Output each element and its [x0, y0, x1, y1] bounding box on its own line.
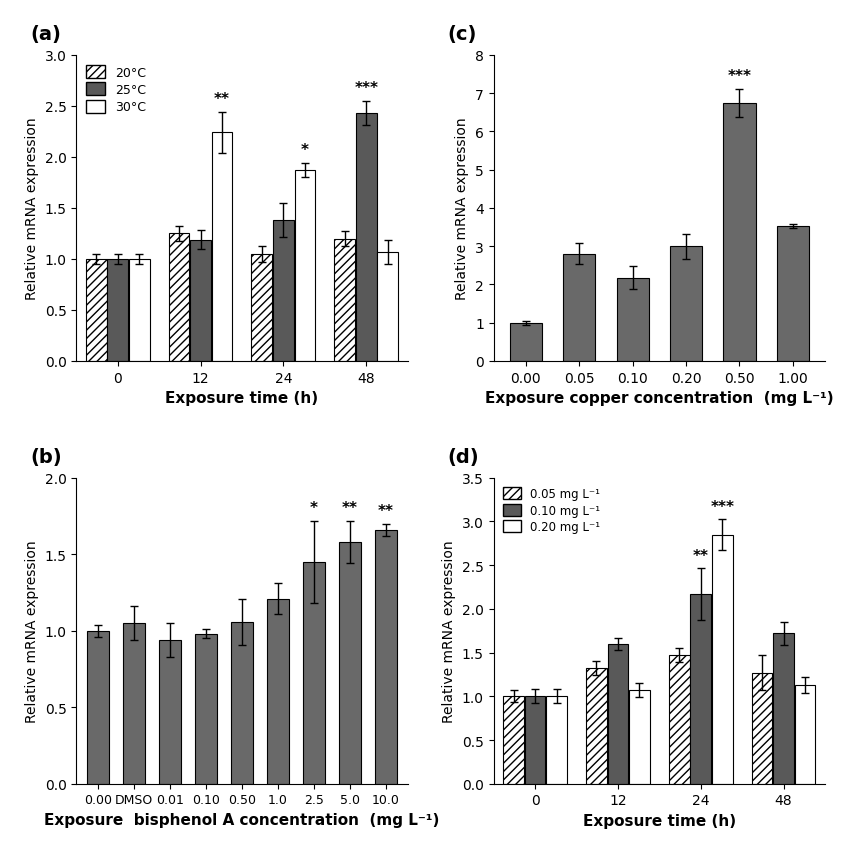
Bar — [212, 133, 232, 362]
Text: **: ** — [378, 503, 394, 518]
Bar — [267, 599, 289, 784]
Legend: 0.05 mg L⁻¹, 0.10 mg L⁻¹, 0.20 mg L⁻¹: 0.05 mg L⁻¹, 0.10 mg L⁻¹, 0.20 mg L⁻¹ — [500, 485, 604, 537]
Y-axis label: Relative mRNA expression: Relative mRNA expression — [25, 540, 39, 722]
Bar — [670, 247, 702, 362]
Bar — [712, 535, 733, 784]
X-axis label: Exposure time (h): Exposure time (h) — [583, 813, 736, 828]
X-axis label: Exposure copper concentration  (mg L⁻¹): Exposure copper concentration (mg L⁻¹) — [485, 391, 834, 406]
Bar — [503, 697, 524, 784]
Text: ***: *** — [354, 81, 378, 96]
Bar — [295, 171, 315, 362]
Text: (b): (b) — [30, 447, 61, 466]
Bar — [190, 241, 211, 362]
Text: *: * — [310, 500, 318, 515]
Bar — [356, 114, 377, 362]
X-axis label: Exposure time (h): Exposure time (h) — [166, 391, 319, 406]
Bar — [524, 697, 546, 784]
Bar — [774, 634, 794, 784]
Bar — [669, 655, 689, 784]
Bar — [547, 697, 567, 784]
Text: **: ** — [342, 500, 358, 515]
Bar — [339, 543, 360, 784]
X-axis label: Exposure  bisphenol A concentration  (mg L⁻¹): Exposure bisphenol A concentration (mg L… — [44, 812, 439, 827]
Bar — [690, 595, 711, 784]
Text: *: * — [301, 142, 309, 158]
Bar — [123, 624, 144, 784]
Bar — [87, 631, 109, 784]
Bar — [273, 221, 294, 362]
Text: (d): (d) — [447, 447, 479, 466]
Bar — [795, 685, 815, 784]
Bar — [608, 644, 628, 784]
Bar — [107, 259, 128, 362]
Bar — [252, 254, 272, 362]
Y-axis label: Relative mRNA expression: Relative mRNA expression — [442, 540, 456, 722]
Bar — [586, 669, 607, 784]
Bar — [563, 254, 595, 362]
Text: (c): (c) — [447, 25, 477, 44]
Bar — [629, 690, 649, 784]
Text: (a): (a) — [30, 25, 60, 44]
Bar — [777, 227, 809, 362]
Bar — [86, 259, 106, 362]
Bar — [159, 641, 181, 784]
Bar — [377, 252, 398, 362]
Bar — [231, 622, 252, 784]
Text: ***: *** — [728, 69, 751, 84]
Text: **: ** — [214, 92, 230, 107]
Bar — [168, 234, 190, 362]
Bar — [616, 278, 649, 362]
Bar — [303, 562, 325, 784]
Bar — [723, 103, 756, 362]
Text: **: ** — [693, 548, 709, 563]
Bar — [510, 323, 541, 362]
Bar — [375, 531, 397, 784]
Y-axis label: Relative mRNA expression: Relative mRNA expression — [456, 118, 469, 300]
Legend: 20°C, 25°C, 30°C: 20°C, 25°C, 30°C — [82, 62, 150, 118]
Text: ***: *** — [711, 499, 734, 514]
Bar — [751, 673, 773, 784]
Bar — [334, 239, 355, 362]
Bar — [129, 259, 150, 362]
Bar — [196, 634, 217, 784]
Y-axis label: Relative mRNA expression: Relative mRNA expression — [25, 118, 39, 300]
